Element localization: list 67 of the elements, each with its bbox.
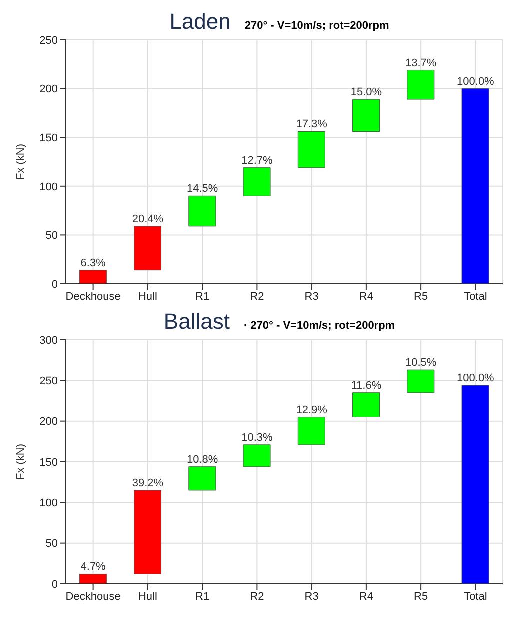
annotation: 14.5% — [186, 183, 218, 196]
annotation: 10.5% — [405, 357, 437, 370]
annotation: 10.3% — [242, 432, 273, 444]
x-tick-label: R4 — [359, 290, 374, 303]
x-tick-label: R1 — [196, 290, 210, 303]
bar — [243, 168, 271, 196]
x-tick-label: R2 — [250, 290, 264, 303]
y-tick-label: 150 — [40, 132, 58, 145]
y-tick-label: 50 — [46, 230, 58, 242]
x-tick-label: Deckhouse — [66, 290, 121, 303]
x-tick-label: R2 — [250, 590, 264, 603]
annotation: 15.0% — [350, 86, 382, 99]
x-tick-label: R5 — [414, 290, 428, 303]
x-tick-label: Total — [464, 290, 488, 303]
annotation: 4.7% — [80, 561, 106, 574]
annotation: 20.4% — [132, 213, 164, 226]
y-tick-label: 200 — [40, 416, 58, 428]
bar — [298, 131, 326, 168]
bar — [462, 88, 490, 284]
y-tick-label: 100 — [40, 498, 58, 510]
bar — [462, 385, 490, 584]
bar — [134, 490, 162, 574]
annotation: 10.8% — [186, 454, 218, 466]
x-tick-label: Hull — [138, 590, 158, 603]
y-tick-label: 200 — [40, 84, 58, 96]
bar — [188, 466, 216, 491]
x-tick-label: R5 — [414, 590, 428, 603]
y-tick-label: 100 — [40, 181, 58, 194]
bar — [79, 574, 107, 584]
chart-subtitle: · 270° - V=10m/s; rot=200rpm — [244, 320, 396, 332]
bar — [407, 70, 435, 100]
x-tick-label: R4 — [359, 590, 374, 603]
x-tick-label: Total — [464, 590, 488, 603]
y-tick-label: 250 — [40, 34, 58, 47]
chart-title: Ballast — [164, 309, 230, 334]
annotation: 11.6% — [351, 380, 382, 392]
annotation: 6.3% — [80, 257, 106, 270]
annotation: 39.2% — [132, 477, 164, 490]
y-tick-label: 250 — [40, 376, 58, 388]
y-tick-label: 300 — [40, 334, 58, 347]
x-tick-label: Hull — [138, 290, 158, 303]
bar — [298, 417, 326, 446]
annotation: 12.7% — [242, 154, 273, 167]
annotation: 13.7% — [405, 57, 437, 70]
bar — [134, 226, 162, 271]
y-tick-label: 0 — [52, 278, 58, 291]
annotation: 100.0% — [457, 76, 495, 88]
annotation: 17.3% — [296, 118, 328, 131]
x-tick-label: R1 — [196, 590, 210, 603]
annotation: 12.9% — [296, 404, 328, 416]
bar — [352, 392, 380, 418]
annotation: 100.0% — [457, 372, 495, 385]
bar — [188, 196, 216, 227]
bar — [243, 444, 271, 468]
x-tick-label: Deckhouse — [66, 590, 121, 603]
y-tick-label: 50 — [46, 538, 58, 550]
bar — [407, 370, 435, 394]
chart-title: Laden — [170, 9, 231, 34]
bar — [352, 99, 380, 132]
y-tick-label: 0 — [52, 578, 58, 591]
chart-subtitle: 270° - V=10m/s; rot=200rpm — [244, 20, 390, 32]
y-tick-label: 150 — [40, 456, 58, 469]
y-axis-title: Fx (kN) — [14, 144, 27, 180]
bar — [79, 270, 107, 284]
x-tick-label: R3 — [304, 590, 319, 603]
y-axis-title: Fx (kN) — [14, 444, 27, 480]
x-tick-label: R3 — [304, 290, 319, 303]
